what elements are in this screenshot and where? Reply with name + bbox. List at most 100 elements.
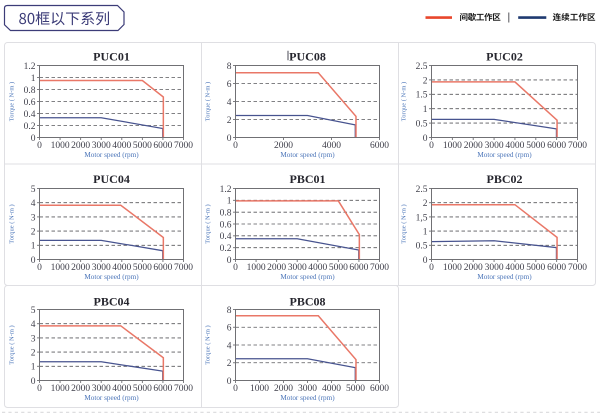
svg-text:1.2: 1.2 (220, 185, 232, 195)
svg-text:7000: 7000 (568, 141, 587, 151)
svg-text:4000: 4000 (112, 384, 131, 394)
svg-text:Motor speed (rpm): Motor speed (rpm) (280, 151, 335, 159)
svg-text:5000: 5000 (133, 141, 152, 151)
svg-text:5: 5 (31, 306, 36, 316)
svg-text:1000: 1000 (443, 263, 462, 273)
svg-text:Torque ( N-m ): Torque ( N-m ) (9, 82, 16, 121)
svg-text:2: 2 (227, 359, 232, 369)
svg-text:2.5: 2.5 (416, 185, 428, 195)
svg-text:1: 1 (423, 105, 428, 115)
svg-text:Torque ( N-m ): Torque ( N-m ) (9, 204, 16, 243)
svg-text:Motor speed (rpm): Motor speed (rpm) (84, 273, 139, 281)
svg-text:2000: 2000 (464, 141, 483, 151)
svg-text:3000: 3000 (485, 141, 504, 151)
svg-text:5000: 5000 (526, 263, 545, 273)
svg-text:2000: 2000 (71, 384, 90, 394)
svg-text:1: 1 (423, 228, 428, 238)
svg-text:6000: 6000 (153, 141, 172, 151)
svg-text:4: 4 (227, 98, 232, 108)
svg-text:2: 2 (423, 199, 428, 209)
svg-text:4: 4 (31, 320, 36, 330)
svg-text:0.4: 0.4 (24, 110, 36, 120)
svg-text:PBC04: PBC04 (94, 295, 130, 309)
svg-text:0: 0 (31, 256, 36, 266)
svg-text:2: 2 (31, 228, 36, 238)
svg-text:1000: 1000 (247, 263, 266, 273)
svg-text:PUC02: PUC02 (486, 50, 523, 64)
svg-text:PUC08: PUC08 (289, 50, 326, 64)
svg-text:Torque ( N-m ): Torque ( N-m ) (9, 325, 16, 364)
svg-text:5000: 5000 (133, 263, 152, 273)
svg-text:6: 6 (227, 324, 232, 334)
svg-text:1: 1 (31, 242, 36, 252)
svg-text:6000: 6000 (349, 263, 368, 273)
svg-text:6000: 6000 (153, 263, 172, 273)
svg-text:3000: 3000 (288, 263, 307, 273)
svg-text:PUC01: PUC01 (93, 50, 130, 64)
svg-text:6000: 6000 (370, 384, 389, 394)
svg-text:7000: 7000 (174, 384, 193, 394)
svg-text:4000: 4000 (322, 141, 341, 151)
svg-text:Motor speed (rpm): Motor speed (rpm) (84, 151, 139, 159)
svg-text:1000: 1000 (51, 384, 70, 394)
svg-text:3: 3 (31, 213, 36, 223)
svg-text:7000: 7000 (174, 141, 193, 151)
svg-text:3000: 3000 (92, 263, 111, 273)
svg-text:2000: 2000 (274, 384, 293, 394)
svg-text:1000: 1000 (250, 384, 269, 394)
svg-text:0: 0 (37, 141, 42, 151)
svg-text:4000: 4000 (322, 384, 341, 394)
svg-text:4: 4 (31, 199, 36, 209)
svg-text:2000: 2000 (267, 263, 286, 273)
svg-text:4000: 4000 (308, 263, 327, 273)
svg-text:2: 2 (31, 349, 36, 359)
svg-text:0: 0 (233, 263, 238, 273)
svg-text:1000: 1000 (51, 141, 70, 151)
svg-text:0: 0 (37, 384, 42, 394)
svg-text:0: 0 (233, 384, 238, 394)
svg-text:0: 0 (423, 134, 428, 144)
svg-text:Motor speed (rpm): Motor speed (rpm) (477, 273, 532, 281)
svg-text:Motor speed (rpm): Motor speed (rpm) (280, 273, 335, 281)
svg-text:3000: 3000 (485, 263, 504, 273)
svg-text:Torque ( N-m ): Torque ( N-m ) (205, 325, 212, 364)
svg-text:PBC08: PBC08 (290, 295, 326, 309)
svg-text:0.6: 0.6 (24, 98, 36, 108)
svg-text:0: 0 (429, 263, 434, 273)
svg-text:0: 0 (227, 134, 232, 144)
svg-text:6000: 6000 (547, 263, 566, 273)
svg-text:3: 3 (31, 334, 36, 344)
svg-text:2000: 2000 (71, 263, 90, 273)
svg-text:2000: 2000 (71, 141, 90, 151)
svg-text:1: 1 (227, 197, 232, 207)
svg-text:1.5: 1.5 (416, 91, 428, 101)
svg-text:7000: 7000 (568, 263, 587, 273)
svg-text:0: 0 (429, 141, 434, 151)
svg-text:0: 0 (423, 256, 428, 266)
svg-text:2.5: 2.5 (416, 62, 428, 72)
svg-text:Torque ( N-m ): Torque ( N-m ) (205, 204, 212, 243)
svg-text:1,5: 1,5 (416, 213, 428, 223)
svg-text:5000: 5000 (329, 263, 348, 273)
svg-text:5000: 5000 (526, 141, 545, 151)
svg-text:8: 8 (227, 306, 232, 316)
svg-text:0.2: 0.2 (220, 244, 232, 254)
svg-text:4000: 4000 (112, 141, 131, 151)
svg-text:0.8: 0.8 (220, 209, 232, 219)
svg-text:Motor speed (rpm): Motor speed (rpm) (280, 394, 335, 402)
svg-text:PBC02: PBC02 (487, 172, 523, 186)
svg-text:7000: 7000 (370, 263, 389, 273)
svg-text:6000: 6000 (370, 141, 389, 151)
svg-text:Motor speed (rpm): Motor speed (rpm) (84, 394, 139, 402)
svg-text:Torque ( N-m ): Torque ( N-m ) (401, 82, 408, 121)
svg-text:4000: 4000 (112, 263, 131, 273)
svg-text:8: 8 (227, 62, 232, 72)
svg-text:0.2: 0.2 (24, 122, 36, 132)
svg-text:6000: 6000 (153, 384, 172, 394)
svg-text:0.8: 0.8 (24, 86, 36, 96)
svg-text:0: 0 (31, 134, 36, 144)
svg-text:2000: 2000 (274, 141, 293, 151)
svg-text:4000: 4000 (505, 263, 524, 273)
svg-text:Torque ( N-m ): Torque ( N-m ) (205, 82, 212, 121)
svg-text:1000: 1000 (51, 263, 70, 273)
